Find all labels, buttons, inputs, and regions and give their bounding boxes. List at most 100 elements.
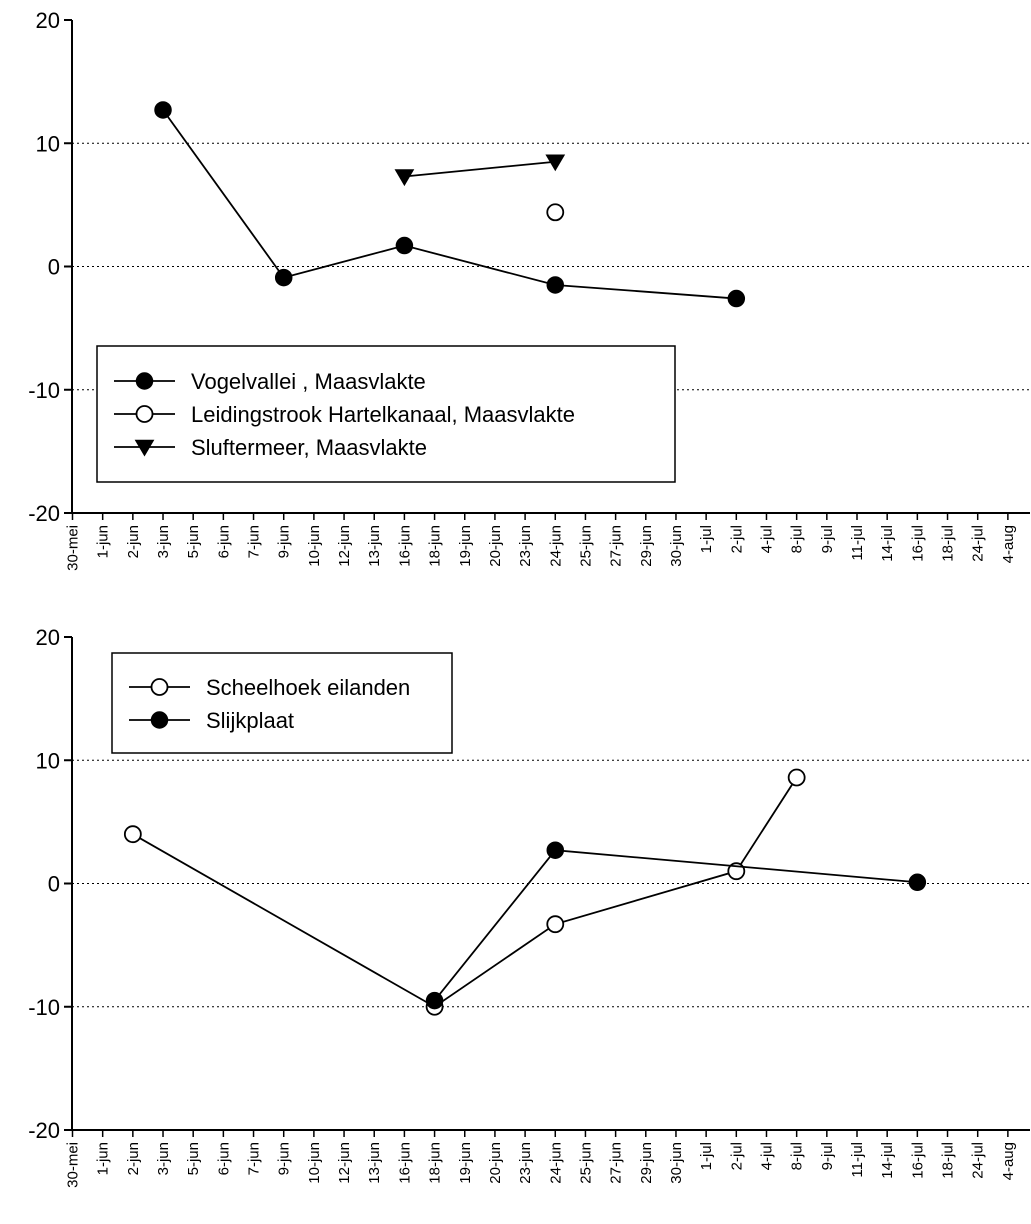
x-tick-label: 2-jul xyxy=(728,1142,745,1170)
data-point xyxy=(274,268,293,287)
x-tick-label: 5-jun xyxy=(185,1142,202,1175)
x-tick-label: 4-jul xyxy=(758,525,775,553)
y-tick-label: -10 xyxy=(28,995,60,1020)
x-tick-label: 14-jul xyxy=(879,1142,896,1179)
series-1 xyxy=(123,768,806,1016)
x-tick-label: 24-jun xyxy=(547,1142,564,1184)
x-tick-label: 20-jun xyxy=(487,1142,504,1184)
x-tick-label: 13-jun xyxy=(366,1142,383,1184)
legend: Scheelhoek eilanden Slijkplaat xyxy=(111,652,453,754)
legend-marker xyxy=(134,439,155,457)
x-tick-label: 9-jun xyxy=(276,525,293,558)
x-tick-label: 10-jun xyxy=(306,525,323,567)
legend-box xyxy=(96,345,676,483)
legend-label: Scheelhoek eilanden xyxy=(206,675,410,700)
x-tick-label: 18-jun xyxy=(427,1142,444,1184)
data-point xyxy=(123,825,142,844)
x-tick-label: 25-jun xyxy=(577,525,594,567)
x-tick-label: 16-jun xyxy=(396,525,413,567)
x-tick-label: 12-jun xyxy=(336,525,353,567)
series-line xyxy=(404,160,556,178)
x-tick-label: 3-jun xyxy=(155,525,172,558)
series-3 xyxy=(394,154,566,187)
x-tick-label: 16-jul xyxy=(909,525,926,562)
x-tick-label: 3-jun xyxy=(155,1142,172,1175)
data-point xyxy=(545,154,566,172)
x-tick-label: 29-jun xyxy=(638,1142,655,1184)
x-tick-label: 23-jun xyxy=(517,1142,534,1184)
y-tick-label: -20 xyxy=(28,1118,60,1143)
x-tick-label: 23-jun xyxy=(517,525,534,567)
x-tick-label: 9-jun xyxy=(276,1142,293,1175)
legend-label: Sluftermeer, Maasvlakte xyxy=(191,435,427,460)
x-tick-label: 30-mei xyxy=(65,525,82,571)
x-tick-label: 30-jun xyxy=(668,525,685,567)
x-tick-label: 6-jun xyxy=(215,1142,232,1175)
series-line xyxy=(132,777,798,1008)
x-tick-label: 30-jun xyxy=(668,1142,685,1184)
x-tick-label: 2-jun xyxy=(125,1142,142,1175)
x-tick-label: 7-jun xyxy=(246,1142,263,1175)
y-tick-label: -20 xyxy=(28,501,60,526)
data-point xyxy=(787,768,806,787)
series-2 xyxy=(546,203,565,222)
chart-panel-2: 20 10 0 -10 -20 30-mei 1-jun 2-jun 3-jun 5-jun 6-j… xyxy=(28,625,1030,1188)
x-tick-label: 11-jul xyxy=(849,1142,866,1178)
x-tick-label: 2-jul xyxy=(728,525,745,553)
legend-marker xyxy=(150,711,169,729)
y-tick-label: 10 xyxy=(36,748,60,773)
x-tick-label: 7-jun xyxy=(246,525,263,558)
data-point xyxy=(727,289,746,308)
x-tick-label: 6-jun xyxy=(215,525,232,558)
data-point xyxy=(546,841,565,859)
x-tick-label: 24-jun xyxy=(547,525,564,567)
legend-marker xyxy=(150,678,169,696)
series-line xyxy=(433,849,918,1002)
x-tick-label: 5-jun xyxy=(185,525,202,558)
x-tick-label: 2-jun xyxy=(125,525,142,558)
data-point xyxy=(546,915,565,934)
data-point xyxy=(154,101,172,119)
x-tick-label: 30-mei xyxy=(65,1142,82,1188)
y-tick-label: 0 xyxy=(48,255,60,280)
x-tick-label: 16-jun xyxy=(396,1142,413,1184)
x-tick-label: 8-jul xyxy=(789,525,806,553)
x-tick-label: 11-jul xyxy=(849,525,866,561)
legend-marker xyxy=(135,405,154,423)
x-tick-label: 19-jun xyxy=(457,525,474,567)
x-tick-label: 18-jul xyxy=(940,525,957,562)
data-point xyxy=(546,203,565,222)
data-point xyxy=(394,169,415,187)
series-2 xyxy=(425,841,927,1010)
x-tick-label: 16-jul xyxy=(909,1142,926,1179)
y-tick-label: 20 xyxy=(36,625,60,650)
x-tick-label: 10-jun xyxy=(306,1142,323,1184)
x-tick-label: 4-aug xyxy=(1000,525,1017,563)
legend-box xyxy=(111,652,453,754)
x-tick-label: 4-jul xyxy=(758,1142,775,1170)
x-tick-label: 14-jul xyxy=(879,525,896,562)
x-tick-label: 4-aug xyxy=(1000,1142,1017,1180)
x-tick-label: 1-jun xyxy=(95,525,112,558)
x-tick-label: 25-jun xyxy=(577,1142,594,1184)
data-point xyxy=(395,236,414,255)
chart-panel-1: 20 10 0 -10 -20 30-mei 1-jun 2-jun 3-jun 5-jun 6-j… xyxy=(28,8,1030,571)
series-line xyxy=(162,109,737,300)
x-tick-label: 13-jun xyxy=(366,525,383,567)
legend-label: Leidingstrook Hartelkanaal, Maasvlakte xyxy=(191,402,575,427)
legend: Vogelvallei , Maasvlakte Leidingstrook Ha… xyxy=(96,345,676,483)
legend-label: Slijkplaat xyxy=(206,708,294,733)
y-tick-label: 10 xyxy=(36,131,60,156)
x-tick-label: 19-jun xyxy=(457,1142,474,1184)
data-point xyxy=(546,276,565,294)
x-tick-label: 29-jun xyxy=(638,525,655,567)
y-tick-label: -10 xyxy=(28,378,60,403)
y-tick-label: 0 xyxy=(48,872,60,897)
x-tick-label: 1-jul xyxy=(698,1142,715,1170)
legend-marker xyxy=(135,372,154,390)
x-tick-label: 12-jun xyxy=(336,1142,353,1184)
x-tick-label: 18-jul xyxy=(940,1142,957,1179)
y-tick-label: 20 xyxy=(36,8,60,33)
legend-label: Vogelvallei , Maasvlakte xyxy=(191,369,426,394)
